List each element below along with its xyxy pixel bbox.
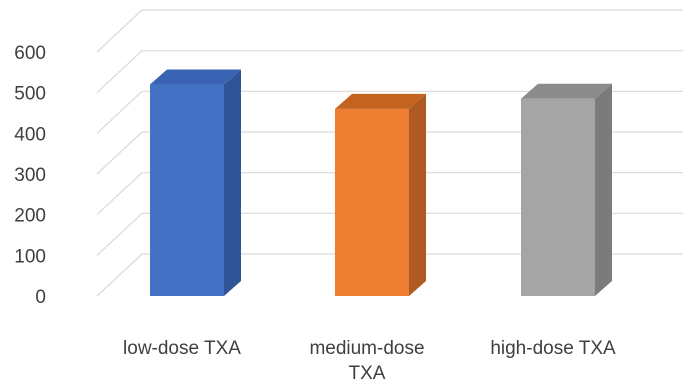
bar-0 [150, 69, 241, 297]
x-tick-label: high-dose TXA [490, 338, 616, 359]
y-tick-label: 0 [35, 287, 46, 308]
gridline-200 [96, 172, 683, 216]
y-tick-label: 100 [14, 246, 46, 267]
gridline-400 [96, 90, 683, 134]
gridline-600 [96, 9, 683, 53]
bar-top-2 [521, 83, 612, 99]
y-tick-label: 400 [14, 124, 46, 145]
y-tick-label: 600 [14, 43, 46, 64]
y-tick-label: 300 [14, 165, 46, 186]
gridline-0 [96, 253, 683, 297]
x-tick-label: TXA [349, 363, 386, 384]
bar-top-0 [150, 69, 241, 85]
bar-side-0 [224, 69, 241, 297]
bar-side-1 [409, 93, 426, 296]
gridline-300 [96, 131, 683, 175]
y-tick-label: 200 [14, 206, 46, 227]
y-tick-label: 500 [14, 84, 46, 105]
bar-front-0 [150, 84, 224, 297]
bar-side-2 [595, 83, 612, 297]
bars [150, 69, 612, 297]
grid-lines [96, 9, 683, 297]
bar-1 [335, 93, 426, 296]
x-axis: low-dose TXA medium-dose TXA high-dose TXA [123, 338, 616, 384]
bar-2 [521, 83, 612, 297]
gridline-500 [96, 50, 683, 94]
y-axis: 0 100 200 300 400 500 600 [14, 43, 46, 308]
x-tick-label: medium-dose [309, 338, 424, 359]
bar-top-1 [335, 93, 426, 109]
x-tick-label: low-dose TXA [123, 338, 241, 359]
bar-front-2 [521, 98, 595, 297]
bar-front-1 [335, 108, 409, 296]
gridline-100 [96, 212, 683, 256]
